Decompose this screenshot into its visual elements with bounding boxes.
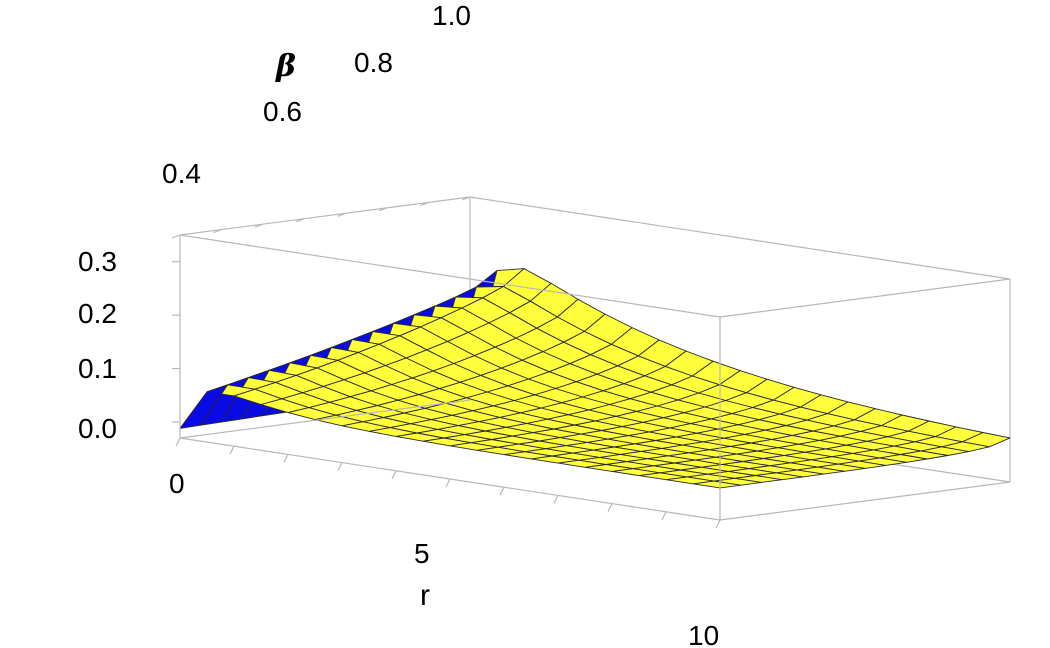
beta-axis-label: β	[275, 49, 296, 84]
beta-tick-mark	[171, 234, 181, 239]
beta-tick-label: 0.8	[354, 47, 393, 78]
beta-tick-label: 1.0	[432, 0, 471, 31]
r-tick-mark	[445, 478, 451, 488]
beta-tick-mark	[254, 223, 264, 228]
box-edge	[719, 481, 1011, 521]
z-tick-label: 0.2	[78, 298, 117, 329]
r-tick-mark	[229, 445, 235, 455]
beta-tick-mark	[337, 212, 346, 217]
r-axis-label: r	[420, 579, 430, 612]
beta-tick-mark	[378, 207, 388, 212]
box-edge	[469, 196, 1011, 280]
r-tick-mark	[607, 503, 613, 512]
r-tick-mark	[175, 437, 181, 447]
bounding-box-front	[171, 196, 721, 529]
beta-tick-mark	[420, 201, 429, 206]
r-tick-mark	[499, 486, 505, 496]
r-tick-mark	[283, 454, 289, 463]
beta-tick-label: 0.6	[263, 96, 302, 127]
z-tick-label: 0.1	[78, 353, 117, 384]
z-tick-label: 0.0	[78, 413, 117, 444]
r-tick-label: 0	[169, 468, 185, 499]
box-edge	[719, 278, 1011, 318]
r-tick-mark	[661, 511, 667, 521]
r-tick-mark	[715, 519, 721, 529]
surface-mesh	[179, 268, 1011, 489]
r-tick-mark	[391, 470, 397, 480]
r-tick-label: 10	[688, 620, 719, 648]
z-tick-label: 0.3	[78, 246, 117, 277]
beta-tick-label: 0.4	[162, 158, 201, 189]
box-edge	[179, 234, 721, 318]
r-tick-label: 5	[414, 538, 430, 569]
box-edge	[179, 399, 471, 439]
beta-tick-mark	[461, 196, 471, 201]
box-edge	[179, 196, 471, 236]
beta-tick-mark	[296, 218, 305, 223]
r-tick-mark	[553, 495, 559, 504]
surface-patch	[179, 384, 229, 429]
beta-tick-mark	[213, 229, 222, 234]
r-tick-mark	[337, 462, 343, 471]
